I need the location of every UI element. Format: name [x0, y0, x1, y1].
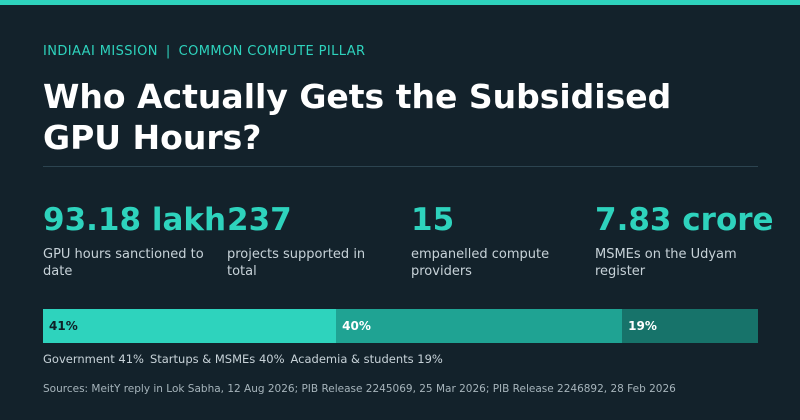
stat-providers: 15 empanelled compute providers	[411, 200, 571, 280]
share-bar-segment: 19%	[622, 309, 758, 343]
page-title: Who Actually Gets the Subsidised GPU Hou…	[43, 77, 672, 157]
stat-projects: 237 projects supported in total	[227, 200, 387, 280]
stat-label: empanelled compute providers	[411, 247, 550, 279]
share-bar: 41% 40% 19%	[43, 309, 758, 343]
stat-value: 93.18 lakh	[43, 202, 227, 238]
eyebrow-program: INDIAAI MISSION	[43, 44, 158, 59]
stat-label: projects supported in total	[227, 247, 366, 279]
share-bar-segment: 40%	[336, 309, 623, 343]
stat-value: 7.83 crore	[595, 202, 774, 238]
stat-label: GPU hours sanctioned to date	[43, 247, 204, 279]
eyebrow-pillar: COMMON COMPUTE PILLAR	[178, 44, 366, 59]
stat-msmes: 7.83 crore MSMEs on the Udyam register	[595, 200, 774, 280]
divider	[43, 166, 758, 167]
sources-note: Sources: MeitY reply in Lok Sabha, 12 Au…	[43, 383, 676, 395]
legend-academia: Academia & students 19%	[290, 352, 443, 366]
stat-value: 237	[227, 202, 292, 238]
legend-startups: Startups & MSMEs 40%	[149, 352, 285, 366]
eyebrow-separator: |	[165, 44, 171, 59]
stat-label: MSMEs on the Udyam register	[595, 247, 737, 279]
eyebrow: INDIAAI MISSION | COMMON COMPUTE PILLAR	[43, 44, 365, 59]
legend: Government 41% Startups & MSMEs 40% Acad…	[43, 352, 443, 366]
stat-value: 15	[411, 202, 455, 238]
legend-government: Government 41%	[43, 352, 144, 366]
top-accent-bar	[0, 0, 800, 5]
share-bar-segment: 41%	[43, 309, 337, 343]
stat-gpu-hours: 93.18 lakh GPU hours sanctioned to date	[43, 200, 227, 280]
